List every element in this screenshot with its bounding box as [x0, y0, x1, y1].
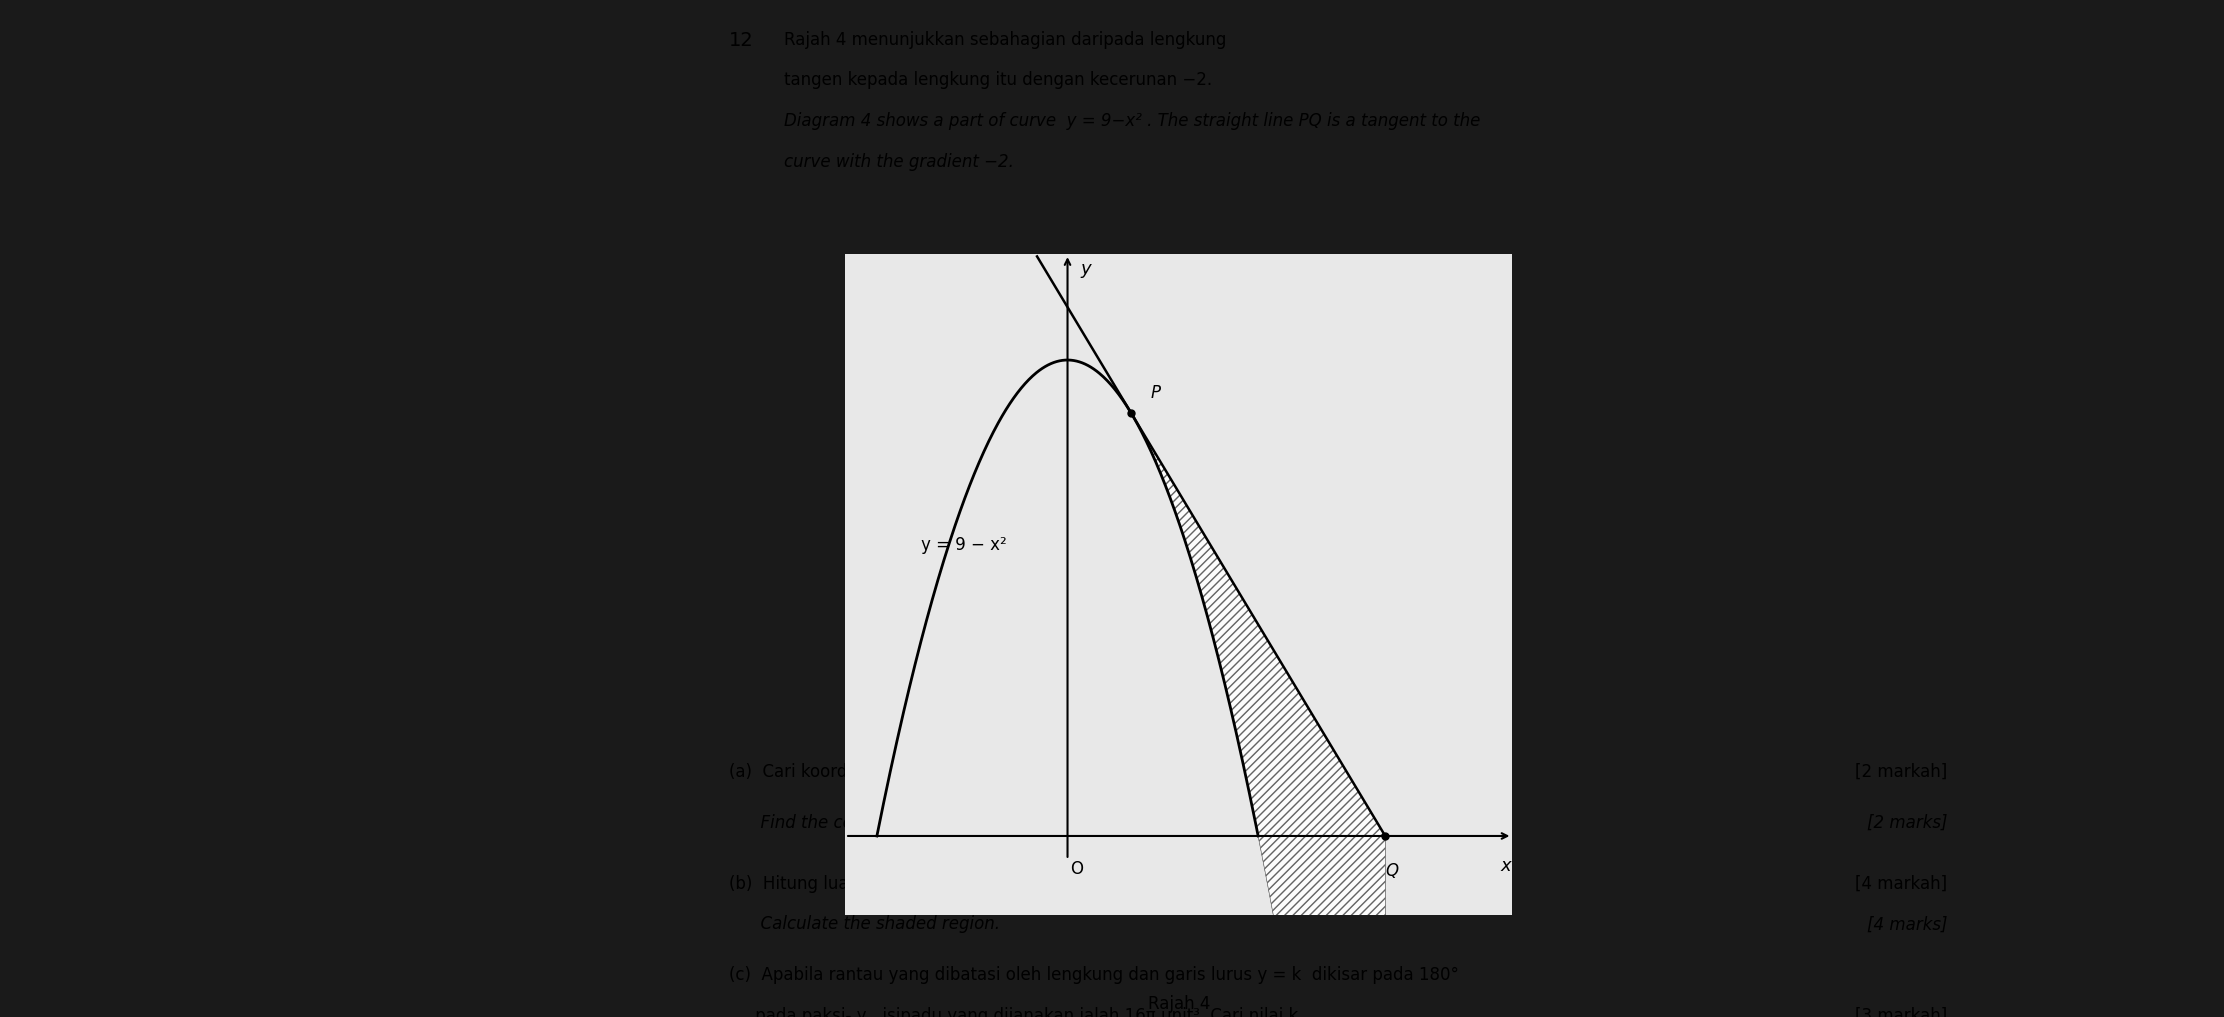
Text: Diagram 4 shows a part of curve  y = 9−x² . The straight line PQ is a tangent to: Diagram 4 shows a part of curve y = 9−x²… [785, 112, 1481, 130]
Text: Rajah 4 menunjukkan sebahagian daripada lengkung: Rajah 4 menunjukkan sebahagian daripada … [785, 31, 1237, 49]
Text: tangen kepada lengkung itu dengan kecerunan −2.: tangen kepada lengkung itu dengan keceru… [785, 71, 1212, 89]
Text: pada paksi- y , isipadu yang dijanakan ialah 16π unit³. Cari nilai k.: pada paksi- y , isipadu yang dijanakan i… [729, 1007, 1303, 1017]
Text: 12: 12 [729, 31, 754, 50]
Text: (c)  Apabila rantau yang dibatasi oleh lengkung dan garis lurus y = k  dikisar p: (c) Apabila rantau yang dibatasi oleh le… [729, 966, 1459, 984]
Text: [2 marks]: [2 marks] [1866, 814, 1948, 832]
Text: [2 markah]: [2 markah] [1855, 763, 1948, 781]
Text: x: x [1501, 857, 1512, 875]
Text: Rajah 4: Rajah 4 [1148, 995, 1210, 1013]
Text: (b)  Hitung luas rantau berlorek.: (b) Hitung luas rantau berlorek. [729, 875, 996, 893]
Text: P: P [1150, 384, 1161, 403]
Text: y = 9 − x²: y = 9 − x² [921, 536, 1007, 554]
Text: [4 marks]: [4 marks] [1866, 915, 1948, 934]
Text: (a)  Cari koordinat P.: (a) Cari koordinat P. [729, 763, 896, 781]
Text: O: O [1070, 859, 1083, 878]
Text: Q: Q [1386, 862, 1399, 881]
Text: curve with the gradient −2.: curve with the gradient −2. [785, 153, 1014, 171]
Text: Find the coordinates of P.: Find the coordinates of P. [729, 814, 970, 832]
Text: [3 markah]: [3 markah] [1855, 1007, 1948, 1017]
Text: [4 markah]: [4 markah] [1855, 875, 1948, 893]
Text: y: y [1081, 259, 1090, 278]
Text: Calculate the shaded region.: Calculate the shaded region. [729, 915, 1001, 934]
